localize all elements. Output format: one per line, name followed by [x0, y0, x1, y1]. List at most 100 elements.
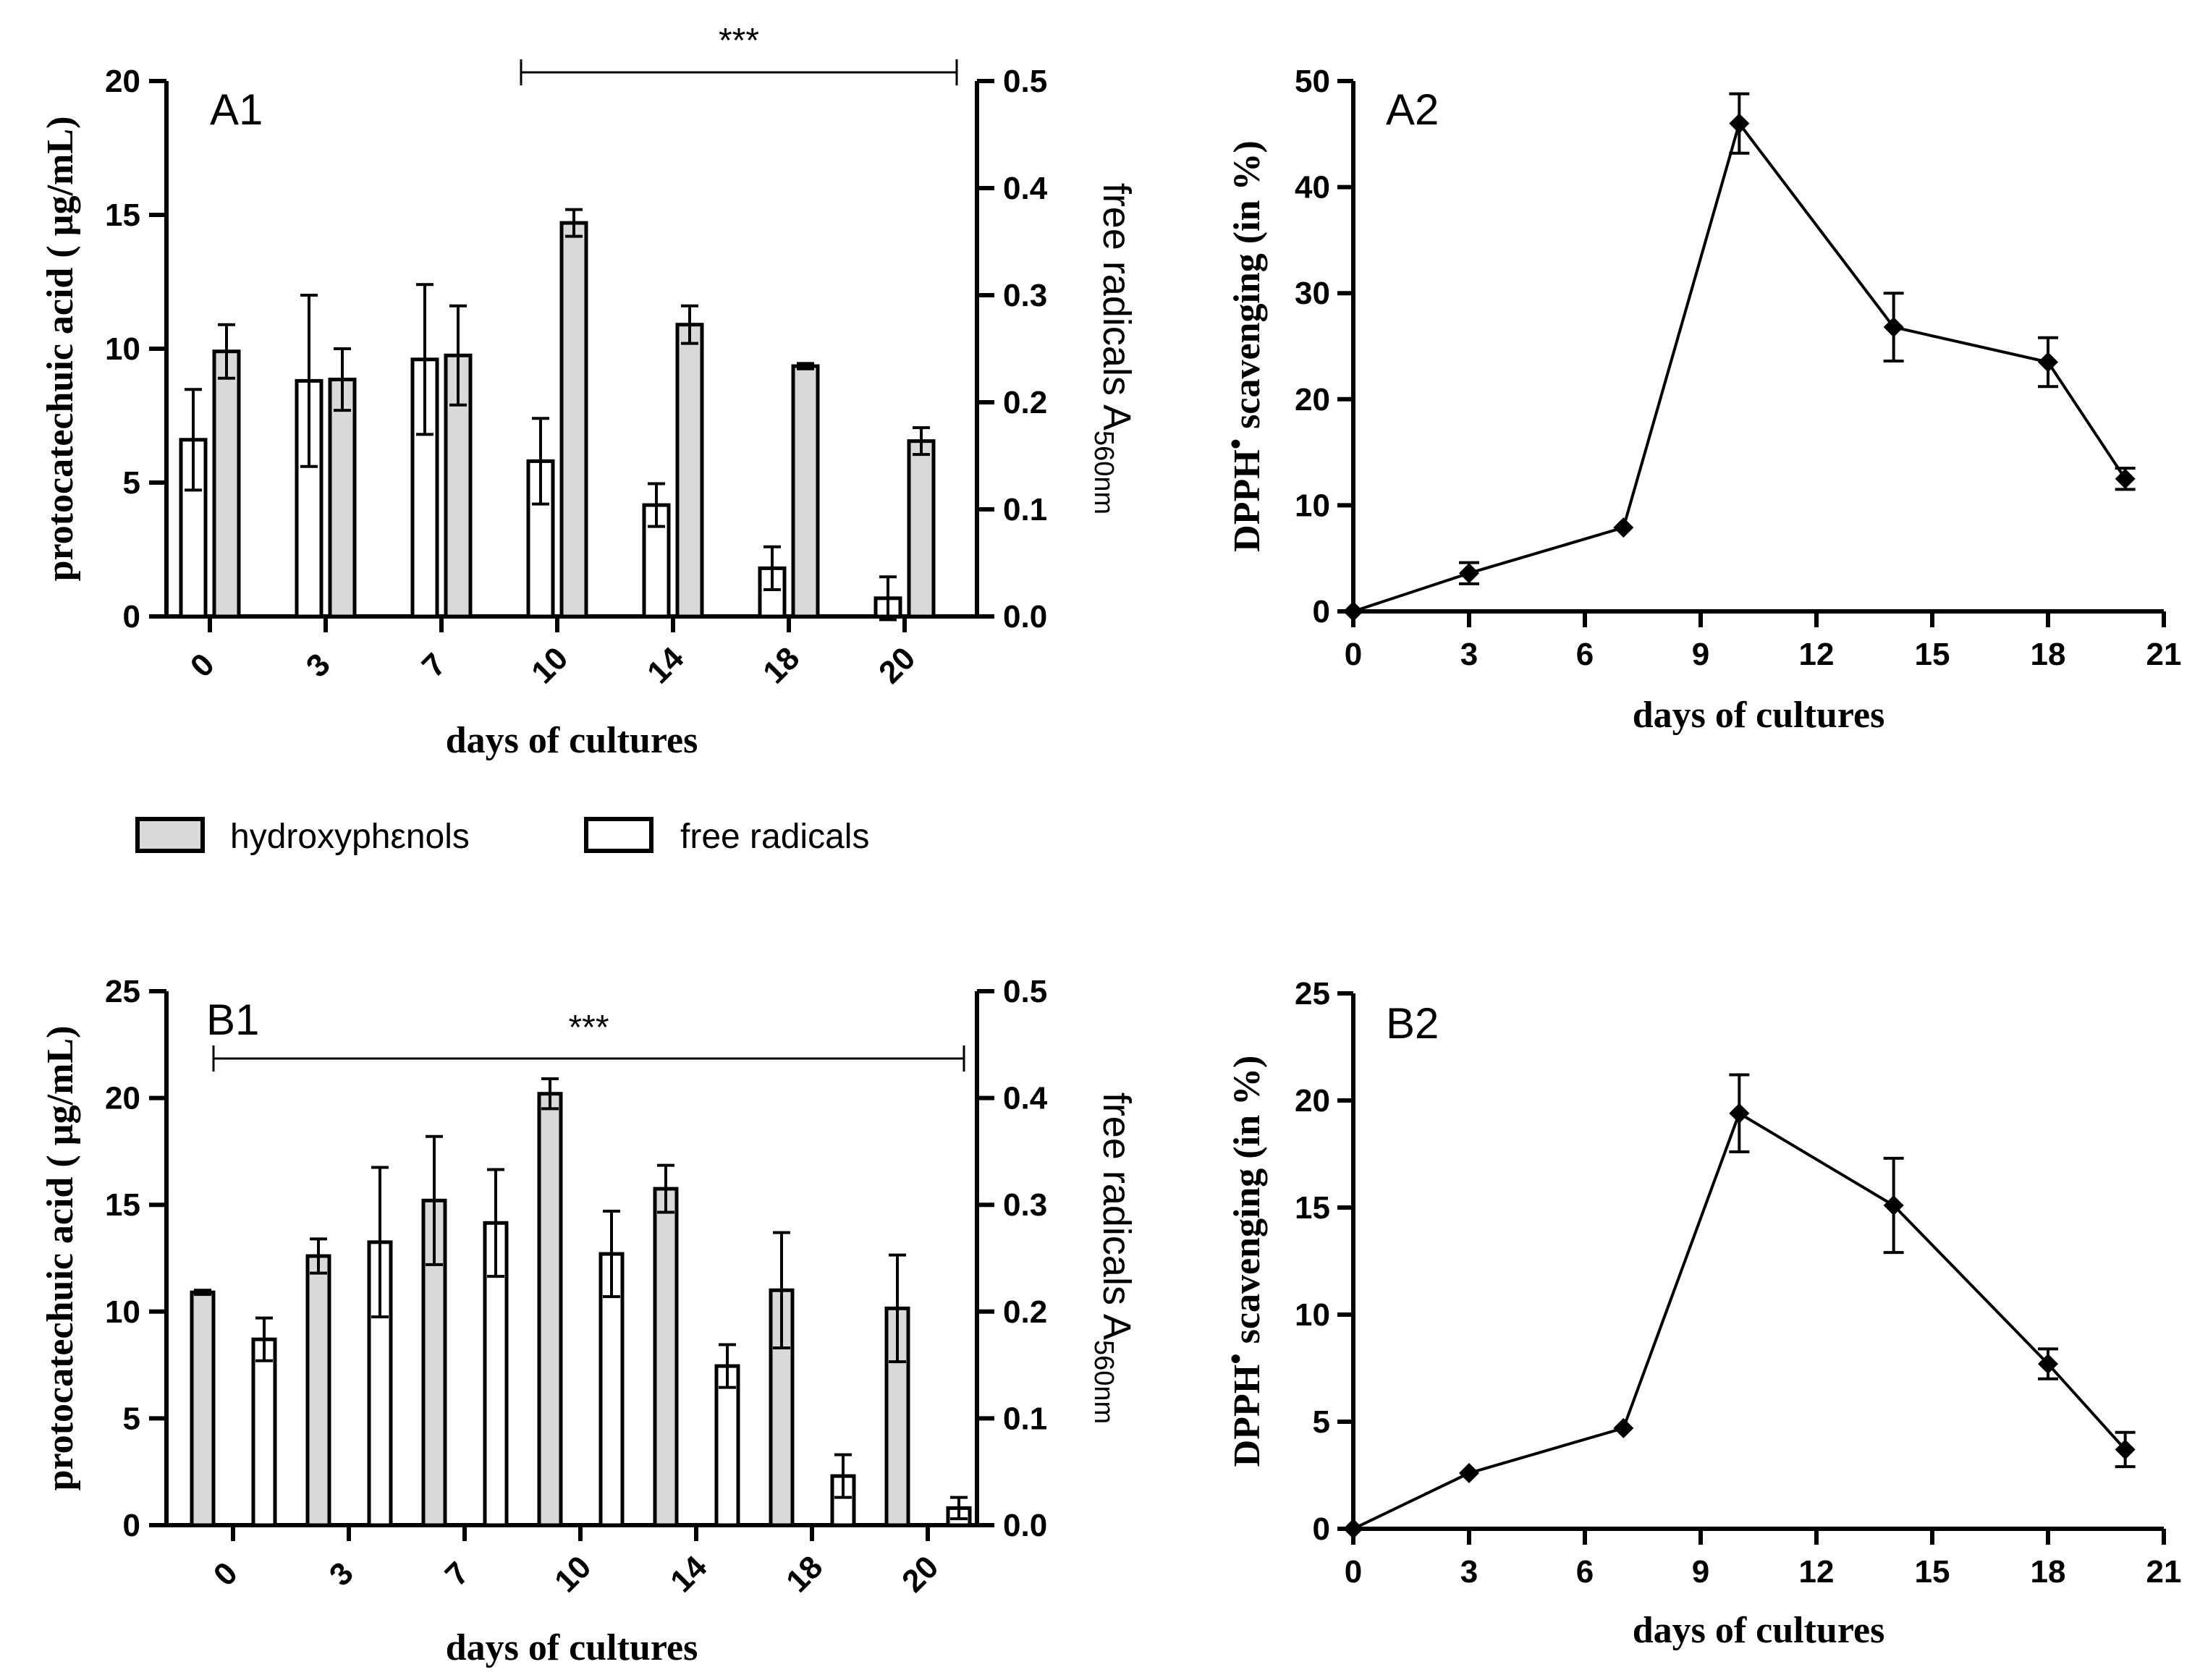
panel-label: A1: [210, 85, 263, 134]
x-tick-label: 7: [439, 1556, 476, 1593]
significance-label: ***: [719, 22, 759, 60]
y-tick-label-left: 0: [123, 599, 140, 635]
y-axis-title-right-subscript: 560nm: [1088, 1340, 1119, 1424]
y-axis-title-main: DPPH: [1227, 1365, 1268, 1467]
data-point-day-14: [1883, 317, 1904, 338]
y-tick-label-left: 20: [105, 64, 140, 99]
significance-label: ***: [568, 1009, 609, 1047]
y-tick-label: 30: [1295, 276, 1330, 311]
data-point-day-10: [1729, 113, 1750, 134]
y-tick-label: 15: [1295, 1190, 1330, 1226]
y-axis-title-right-main: free radicals A: [1095, 183, 1138, 430]
x-tick-label: 9: [1692, 637, 1709, 672]
y-tick-label: 40: [1295, 170, 1330, 205]
panel-label: A2: [1386, 85, 1439, 134]
bar-hydroxyphenols-18: [791, 364, 820, 619]
x-tick-label: 14: [640, 640, 691, 691]
x-tick-label: 10: [525, 640, 575, 690]
y-tick-label-right: 0.1: [1003, 492, 1047, 527]
y-tick-label-left: 20: [105, 1081, 140, 1116]
data-point-day-18: [2038, 352, 2058, 373]
x-tick-label: 12: [1799, 637, 1835, 672]
y-tick-label-left: 5: [123, 1401, 140, 1436]
data-point-day-20: [2115, 1439, 2136, 1460]
y-tick-label: 10: [1295, 1297, 1330, 1333]
x-tick-label: 18: [779, 1549, 829, 1599]
y-tick-label: 20: [1295, 382, 1330, 417]
y-axis-title-left: protocatechuic acid ( µg/mL): [40, 116, 81, 582]
y-tick-label: 10: [1295, 488, 1330, 523]
bar-hydroxyphenols-0: [190, 1290, 216, 1527]
x-tick-label: 14: [664, 1549, 714, 1600]
y-tick-label: 20: [1295, 1083, 1330, 1119]
bar-hydroxyphenols-14: [675, 323, 704, 619]
data-point-day-18: [2038, 1354, 2058, 1375]
y-tick-label-right: 0.5: [1003, 64, 1047, 99]
y-axis-title-superscript: •: [1218, 438, 1253, 449]
y-axis-title: DPPH• scavenging (in %): [1218, 140, 1268, 552]
x-tick-label: 6: [1576, 637, 1594, 672]
data-point-day-20: [2115, 468, 2136, 489]
y-axis-title-suffix: scavenging (in %): [1227, 1056, 1268, 1354]
y-tick-label-right: 0.3: [1003, 278, 1047, 313]
y-tick-label-right: 0.2: [1003, 1294, 1047, 1330]
legend-label-free-radicals: free radicals: [680, 818, 869, 856]
bar-free-radicals-3: [367, 1240, 393, 1527]
y-tick-label-left: 10: [105, 1294, 140, 1330]
chart-panel-a2: 0 10 20 30 40 50 0 3 6 9 12 15 18 21 A2 days of culture…: [1218, 64, 2181, 736]
x-tick-label: 15: [1915, 637, 1950, 672]
x-tick-label: 18: [2031, 637, 2066, 672]
y-tick-label-left: 15: [105, 198, 140, 233]
x-tick-label: 3: [1460, 1554, 1478, 1590]
y-axis-title-right-main: free radicals A: [1095, 1093, 1138, 1340]
legend-swatch-free-radicals: [584, 817, 653, 853]
bar-hydroxyphenols-10: [559, 221, 588, 619]
x-tick-label: 3: [323, 1556, 360, 1593]
y-tick-label-right: 0.5: [1003, 974, 1047, 1009]
x-tick-label: 7: [415, 647, 453, 684]
bar-free-radicals-18: [758, 566, 787, 619]
x-tick-label: 9: [1692, 1554, 1709, 1590]
legend: hydroxyphεnols free radicals: [135, 817, 869, 856]
y-tick-label-right: 0.3: [1003, 1187, 1047, 1223]
data-point-day-7: [1613, 1417, 1634, 1438]
bar-free-radicals-7: [483, 1221, 509, 1527]
bar-hydroxyphenols-3: [305, 1254, 331, 1527]
y-axis-title-right: free radicals A560nm: [1088, 1093, 1138, 1424]
y-axis-title-right-subscript: 560nm: [1088, 430, 1119, 514]
y-tick-label-right: 0.4: [1003, 1081, 1048, 1116]
x-tick-label: 3: [300, 647, 337, 684]
x-tick-label: 18: [2031, 1554, 2066, 1590]
y-tick-label-left: 25: [105, 974, 140, 1009]
bar-hydroxyphenols-14: [653, 1187, 679, 1527]
y-tick-label: 5: [1313, 1404, 1330, 1440]
legend-label-hydroxyphenols: hydroxyphεnols: [230, 818, 470, 856]
x-tick-label: 21: [2146, 1554, 2182, 1590]
x-tick-label: 18: [756, 640, 806, 690]
bar-free-radicals-0: [251, 1337, 277, 1527]
x-axis-title: days of cultures: [446, 720, 698, 761]
bar-hydroxyphenols-0: [212, 349, 241, 619]
data-point-day-3: [1459, 563, 1479, 584]
x-tick-label: 10: [548, 1549, 598, 1599]
y-tick-label: 50: [1295, 64, 1330, 99]
data-point-day-0: [1343, 601, 1363, 621]
y-tick-label-right: 0.0: [1003, 599, 1047, 635]
chart-panel-b2: 0 5 10 15 20 25 0 3 6 9 12 15 18 21 B2 days of cultures…: [1218, 976, 2181, 1651]
x-tick-label: 20: [895, 1549, 945, 1599]
y-tick-label-left: 0: [123, 1508, 140, 1543]
data-point-day-10: [1729, 1103, 1750, 1124]
panel-label: B2: [1386, 999, 1439, 1048]
y-tick-label-right: 0.2: [1003, 385, 1047, 420]
y-axis-title-suffix: scavenging (in %): [1227, 140, 1268, 438]
chart-panel-a1: 0 5 10 15 20 0.0 0.1 0.2 0.3 0.4 0.5 0 3 7 10 14 18 20 ***…: [40, 22, 1138, 761]
y-tick-label: 0: [1313, 1511, 1330, 1547]
y-tick-label: 0: [1313, 594, 1330, 629]
data-point-day-7: [1613, 517, 1634, 538]
x-tick-label: 0: [1345, 1554, 1362, 1590]
y-axis-title-left: protocatechuic acid ( µg/mL): [40, 1026, 81, 1491]
x-tick-label: 0: [184, 647, 221, 684]
x-tick-label: 3: [1460, 637, 1478, 672]
x-tick-label: 20: [872, 640, 922, 690]
